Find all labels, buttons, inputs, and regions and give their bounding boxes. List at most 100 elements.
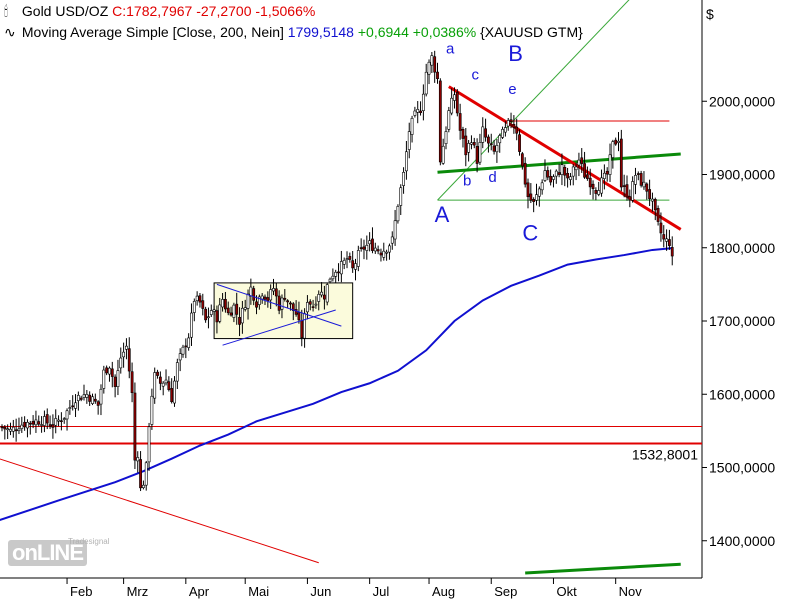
- legend-ma-row: ∿ Moving Average Simple [Close, 200, Nei…: [4, 24, 583, 40]
- candle-body: [3, 426, 7, 430]
- candle-body: [634, 175, 637, 185]
- candle-body: [351, 260, 355, 269]
- candle-body: [495, 145, 499, 153]
- candle-body: [175, 362, 179, 382]
- candle-body: [668, 239, 671, 246]
- candle-body: [308, 301, 312, 305]
- ma200-line: [0, 247, 673, 522]
- candle-body: [139, 459, 142, 489]
- candle-body: [600, 177, 603, 194]
- candle-body: [475, 146, 479, 164]
- candle-body: [99, 388, 103, 405]
- candle-body: [354, 263, 357, 270]
- trend-line: [525, 562, 681, 575]
- candle-body: [252, 288, 256, 301]
- candle-body: [57, 419, 60, 422]
- candle-body: [402, 172, 405, 186]
- candle-body: [523, 162, 527, 185]
- candle-body: [0, 426, 4, 429]
- candle-body: [359, 247, 363, 249]
- candle-body: [110, 368, 114, 377]
- candle-body: [591, 183, 595, 189]
- candle-body: [328, 278, 332, 283]
- candle-body: [407, 131, 411, 150]
- y-tick-label: 1500,0000: [709, 460, 775, 476]
- candle-body: [45, 414, 49, 424]
- candle-body: [136, 457, 140, 462]
- wave-label: A: [435, 202, 450, 227]
- candle-body: [59, 420, 63, 422]
- candle-body: [125, 345, 128, 350]
- candle-body: [625, 184, 629, 198]
- candle-body: [320, 291, 323, 296]
- triangle-line: [216, 283, 342, 327]
- candle-body: [549, 175, 553, 183]
- candle-body: [255, 301, 258, 308]
- candle-body: [74, 402, 77, 409]
- candle-body: [269, 289, 273, 301]
- candle-body: [631, 181, 635, 201]
- candle-body: [173, 380, 176, 404]
- x-tick-label: Apr: [189, 584, 210, 599]
- candle-body: [232, 304, 236, 318]
- candle-body: [204, 308, 208, 321]
- candle-body: [436, 71, 439, 80]
- candle-body: [190, 312, 193, 338]
- candle-body: [215, 310, 219, 323]
- wave-label: e: [508, 81, 516, 98]
- wave-label: C: [522, 220, 538, 245]
- candle-body: [212, 309, 216, 312]
- candle-body: [470, 142, 473, 145]
- candle-body: [113, 376, 117, 387]
- candle-body: [291, 303, 295, 311]
- candle-body: [297, 312, 301, 321]
- candle-body: [458, 113, 462, 131]
- y-tick-label: 2000,0000: [709, 93, 775, 109]
- candle-body: [31, 421, 35, 425]
- legend-price-row: 🕯 Gold USD/OZ C:1782,7967 -27,2700 -1,50…: [4, 3, 315, 19]
- candle-body: [224, 298, 227, 310]
- candle-body: [153, 372, 157, 399]
- wave-label: c: [471, 66, 479, 83]
- candle-body: [249, 286, 253, 297]
- candle-body: [48, 424, 52, 427]
- trend-line: [437, 152, 681, 174]
- candle-body: [51, 424, 55, 428]
- instrument-name: Gold USD/OZ: [21, 3, 109, 19]
- close-readout: C:1782,7967 -27,2700 -1,5066%: [112, 3, 316, 19]
- candle-body: [552, 176, 555, 180]
- candle-body: [557, 172, 561, 175]
- ma-value: 1799,5148: [287, 24, 354, 40]
- candle-body: [376, 249, 380, 252]
- triangle-line: [222, 309, 336, 346]
- candle-body: [492, 145, 496, 152]
- candle-body: [325, 284, 329, 303]
- candle-body: [116, 370, 120, 387]
- candle-body: [20, 424, 24, 429]
- plot-area: [0, 0, 702, 575]
- candle-body: [583, 163, 586, 178]
- candle-body: [506, 120, 510, 127]
- candle-body: [283, 297, 287, 300]
- candle-body: [645, 183, 649, 192]
- candle-body: [396, 206, 400, 222]
- y-tick-label: 1400,0000: [709, 533, 775, 549]
- candle-body: [520, 153, 524, 167]
- candle-body: [653, 198, 657, 211]
- candle-body: [642, 181, 646, 188]
- candle-body: [512, 124, 516, 128]
- wave-label: B: [508, 41, 523, 66]
- candle-body: [337, 271, 340, 274]
- candle-body: [76, 395, 80, 401]
- candle-body: [371, 238, 374, 251]
- candle-body: [133, 392, 137, 461]
- candle-body: [574, 166, 578, 171]
- candle-body: [447, 110, 451, 130]
- candle-body: [209, 310, 213, 315]
- candle-body: [444, 131, 448, 144]
- x-tick-label: Jun: [310, 584, 331, 599]
- candle-body: [639, 173, 643, 186]
- candle-body: [464, 135, 468, 156]
- candle-body: [334, 271, 338, 277]
